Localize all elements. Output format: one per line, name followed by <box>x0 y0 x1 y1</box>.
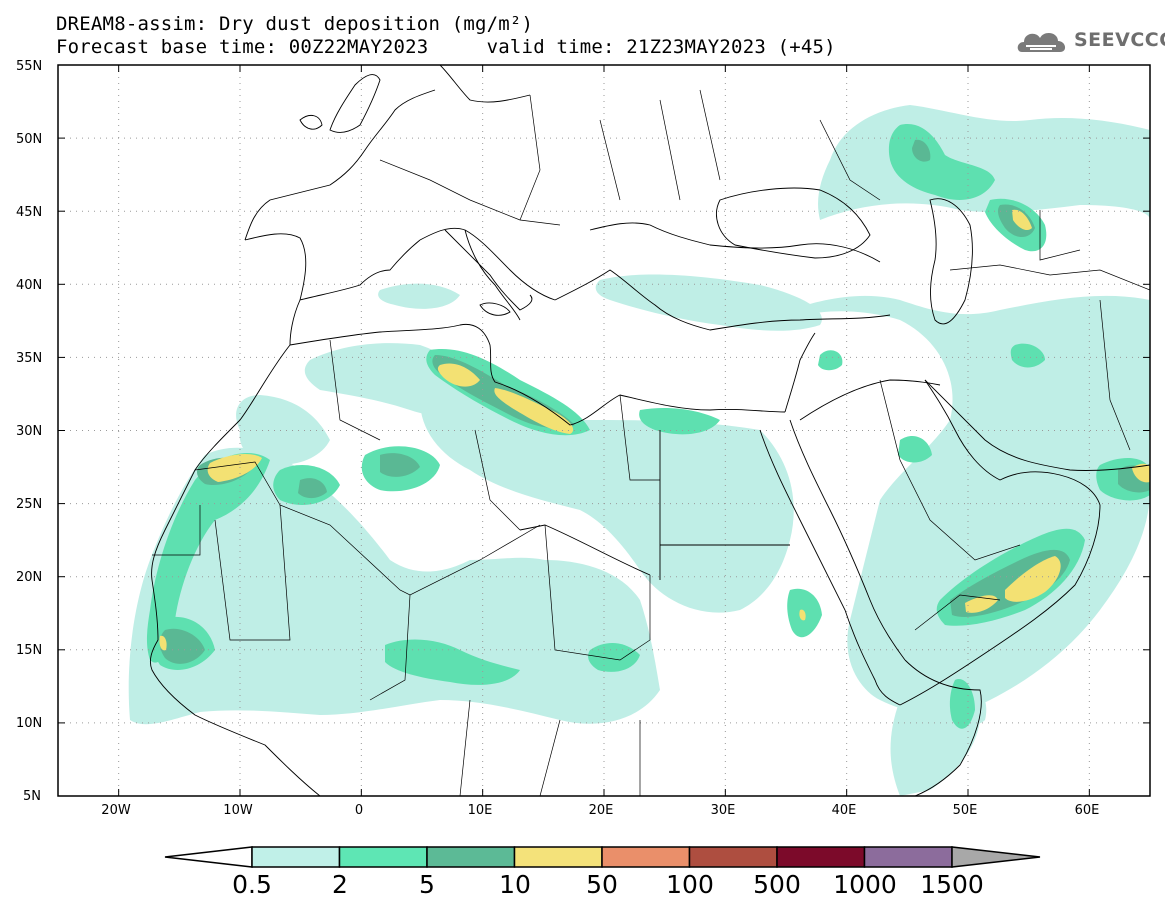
colorbar-label: 1000 <box>833 870 897 899</box>
lon-label: 10E <box>468 803 493 818</box>
deposition-fields <box>128 105 1150 796</box>
logo-text: SEEVCCC <box>1074 29 1165 51</box>
lon-label: 60E <box>1075 803 1100 818</box>
colorbar-label: 10 <box>499 870 531 899</box>
colorbar-over-triangle <box>951 846 1041 868</box>
colorbar-label: 5 <box>419 870 435 899</box>
colorbar-swatch <box>513 846 603 868</box>
colorbar-swatch <box>251 846 341 868</box>
lat-label: 50N <box>16 132 42 147</box>
colorbar-label: 2 <box>332 870 348 899</box>
coastlines <box>149 65 1150 796</box>
colorbar-swatch <box>776 846 866 868</box>
seevccc-logo <box>1017 32 1066 52</box>
lon-label: 10W <box>223 803 253 818</box>
lat-label: 25N <box>16 497 42 512</box>
forecast-times: Forecast base time: 00Z22MAY2023 valid t… <box>56 36 836 58</box>
colorbar-label: 50 <box>586 870 618 899</box>
lat-label: 10N <box>16 716 42 731</box>
colorbar-swatch <box>426 846 516 868</box>
colorbar-label: 0.5 <box>232 870 272 899</box>
lat-label: 30N <box>16 424 42 439</box>
colorbar-label: 500 <box>753 870 801 899</box>
lon-label: 40E <box>832 803 857 818</box>
colorbar-swatch <box>688 846 778 868</box>
lon-label: 50E <box>953 803 978 818</box>
colorbar-swatch <box>338 846 428 868</box>
colorbar-label: 1500 <box>920 870 984 899</box>
level-10-region <box>159 209 1150 651</box>
longitude-labels: 20W 10W 0 10E 20E 30E 40E 50E 60E <box>101 803 1099 818</box>
level-0-5-region <box>128 105 1150 796</box>
latitude-labels: 55N 50N 45N 40N 35N 30N 25N 20N 15N 10N … <box>16 59 42 804</box>
lat-label: 5N <box>23 789 41 804</box>
colorbar-label: 100 <box>666 870 714 899</box>
lon-label: 20W <box>101 803 131 818</box>
lat-label: 45N <box>16 205 42 220</box>
colorbar-swatch <box>863 846 953 868</box>
lat-label: 20N <box>16 570 42 585</box>
lat-label: 15N <box>16 643 42 658</box>
lon-label: 20E <box>589 803 614 818</box>
lat-label: 35N <box>16 351 42 366</box>
lat-label: 55N <box>16 59 42 74</box>
graticule <box>58 65 1150 796</box>
axis-ticks <box>58 64 1150 797</box>
lat-label: 40N <box>16 278 42 293</box>
colorbar-under-triangle <box>164 846 253 868</box>
lon-label: 0 <box>355 803 363 818</box>
country-borders <box>152 89 1150 796</box>
colorbar-swatch <box>601 846 691 868</box>
colorbar <box>164 846 1041 868</box>
map-title: DREAM8-assim: Dry dust deposition (mg/m²… <box>56 13 534 35</box>
lon-label: 30E <box>711 803 736 818</box>
